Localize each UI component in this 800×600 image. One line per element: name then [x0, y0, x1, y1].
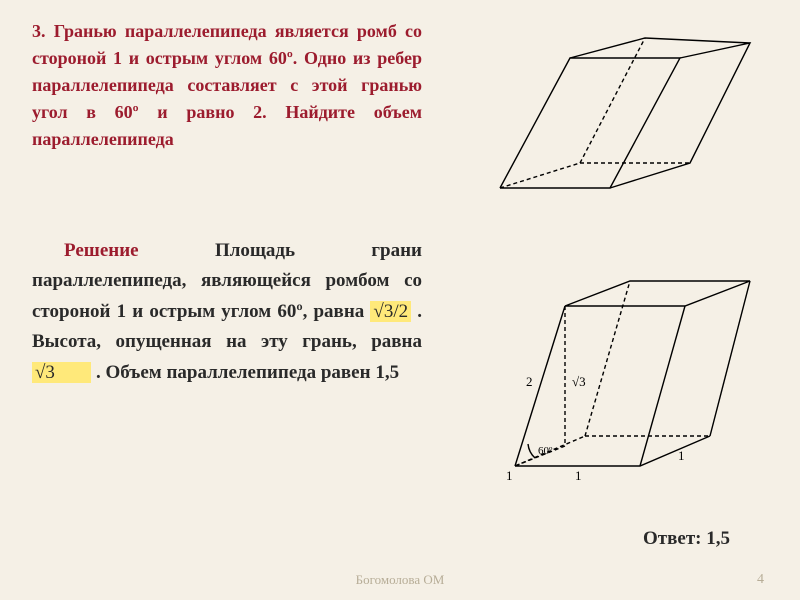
- figure-bottom: 2 √3 60º 1 1 1: [480, 256, 760, 486]
- problem-number: 3.: [32, 21, 46, 41]
- problem-statement: 3. Гранью параллелепипеда является ромб …: [32, 18, 422, 153]
- problem-body: Гранью параллелепипеда является ромб со …: [32, 21, 422, 149]
- label-edge-2: 2: [526, 374, 533, 389]
- answer: Ответ: 1,5: [643, 528, 730, 550]
- label-edge-1a: 1: [506, 468, 513, 483]
- solution-block: Решение Площадь грани параллелепипеда, я…: [32, 236, 422, 388]
- formula-height: √3: [32, 362, 91, 383]
- answer-value: 1,5: [706, 528, 730, 549]
- footer-author: Богомолова ОМ: [356, 572, 445, 588]
- label-height: √3: [572, 374, 586, 389]
- answer-label: Ответ:: [643, 528, 701, 549]
- label-edge-1c: 1: [678, 448, 685, 463]
- label-edge-1b: 1: [575, 468, 582, 483]
- label-angle: 60º: [538, 445, 553, 457]
- footer-page-number: 4: [757, 572, 764, 588]
- formula-area: √3/2: [370, 301, 411, 322]
- slide: 3. Гранью параллелепипеда является ромб …: [0, 0, 800, 600]
- solution-part3: . Объем параллелепипеда равен 1,5: [96, 362, 399, 383]
- solution-label: Решение: [64, 240, 139, 261]
- figure-top: [480, 18, 760, 198]
